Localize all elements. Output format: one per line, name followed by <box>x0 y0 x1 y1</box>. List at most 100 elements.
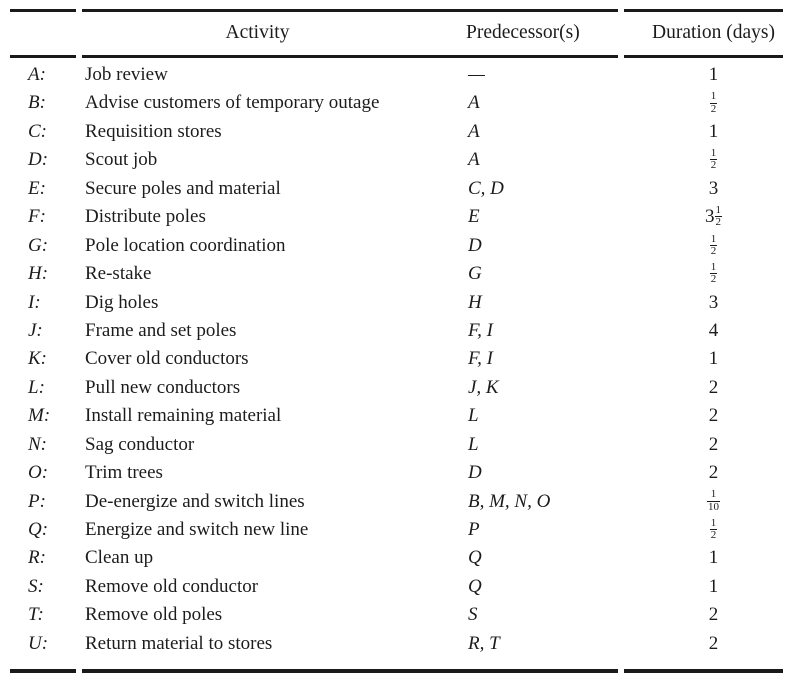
activity-id-cell: L: <box>28 376 45 398</box>
activity-id-cell: R: <box>28 547 46 569</box>
duration-cell: 2 <box>640 601 787 629</box>
duration-whole: 2 <box>708 462 719 484</box>
column-header-duration: Duration (days) <box>652 22 775 43</box>
predecessors-cell: S <box>468 604 478 626</box>
table-header-rule <box>10 55 783 58</box>
duration-cell: 3 <box>640 289 787 317</box>
duration-cell: 2 <box>640 374 787 402</box>
duration-whole: 1 <box>708 547 719 569</box>
activity-name-cell: Install remaining material <box>85 405 282 427</box>
activity-name-cell: Requisition stores <box>85 120 222 142</box>
activity-id-cell: E: <box>28 177 46 199</box>
activity-id-cell: N: <box>28 433 47 455</box>
table-row: F: Distribute poles E 3 1 2 <box>0 203 787 231</box>
table-row: I: Dig holes H 3 <box>0 289 787 317</box>
table-row: M: Install remaining material L 2 <box>0 402 787 430</box>
duration-whole: 1 <box>708 348 719 370</box>
activity-id-cell: C: <box>28 120 47 142</box>
activity-name-cell: Remove old conductor <box>85 575 259 597</box>
activity-name-cell: Trim trees <box>85 462 163 484</box>
predecessors-cell: D <box>468 462 482 484</box>
activity-name-cell: Frame and set poles <box>85 319 237 341</box>
predecessors-cell: — <box>468 64 485 85</box>
table-row: D: Scout job A 1 2 <box>0 146 787 174</box>
table-row: O: Trim trees D 2 <box>0 459 787 487</box>
table-row: L: Pull new conductors J, K 2 <box>0 374 787 402</box>
table-header-row: Activity Predecessor(s) Duration (days) <box>0 19 787 47</box>
activity-name-cell: Dig holes <box>85 291 159 313</box>
activity-id-cell: T: <box>28 604 44 626</box>
table-row: N: Sag conductor L 2 <box>0 431 787 459</box>
predecessors-cell: L <box>468 405 479 427</box>
duration-whole: 3 <box>708 291 719 313</box>
predecessors-cell: A <box>468 149 480 171</box>
table-row: C: Requisition stores A 1 <box>0 118 787 146</box>
predecessors-cell: L <box>468 433 479 455</box>
activity-id-cell: H: <box>28 263 49 285</box>
duration-cell: 1 <box>640 544 787 572</box>
duration-whole: 2 <box>708 604 719 626</box>
activity-name-cell: Re-stake <box>85 263 152 285</box>
activity-name-cell: Advise customers of temporary outage <box>85 92 380 114</box>
table-row: S: Remove old conductor Q 1 <box>0 573 787 601</box>
duration-whole: 2 <box>708 405 719 427</box>
duration-cell: 4 <box>640 317 787 345</box>
activity-id-cell: I: <box>28 291 41 313</box>
predecessors-cell: P <box>468 519 480 540</box>
activity-id-cell: Q: <box>28 519 49 540</box>
activity-id-cell: S: <box>28 575 44 597</box>
activity-name-cell: Remove old poles <box>85 604 223 626</box>
table-row: Q: Energize and switch new line P 1 2 <box>0 516 787 544</box>
activity-id-cell: K: <box>28 348 47 370</box>
predecessors-cell: C, D <box>468 177 504 199</box>
table-row: U: Return material to stores R, T 2 <box>0 630 787 658</box>
duration-fraction: 1 10 <box>707 488 720 513</box>
table-row: E: Secure poles and material C, D 3 <box>0 175 787 203</box>
table-row: P: De-energize and switch lines B, M, N, O… <box>0 488 787 516</box>
predecessors-cell: R, T <box>468 632 500 654</box>
predecessors-cell: H <box>468 291 482 313</box>
activity-name-cell: Sag conductor <box>85 433 195 455</box>
activity-name-cell: Cover old conductors <box>85 348 249 370</box>
predecessors-cell: Q <box>468 547 482 569</box>
predecessors-cell: F, I <box>468 319 493 341</box>
predecessors-cell: A <box>468 92 480 114</box>
duration-whole: 1 <box>708 120 719 142</box>
table-bottom-rule <box>10 669 783 673</box>
table-row: H: Re-stake G 1 2 <box>0 260 787 288</box>
duration-cell: 1 <box>640 118 787 146</box>
duration-cell: 2 <box>640 402 787 430</box>
duration-whole: 2 <box>708 632 719 654</box>
duration-whole: 2 <box>708 376 719 398</box>
predecessors-cell: Q <box>468 575 482 597</box>
table-row: R: Clean up Q 1 <box>0 544 787 572</box>
predecessors-cell: F, I <box>468 348 493 370</box>
activity-id-cell: B: <box>28 92 46 114</box>
activity-name-cell: Return material to stores <box>85 632 273 654</box>
column-header-activity: Activity <box>225 22 290 43</box>
table-body: A: Job review — 1 B: Advise customers of temp… <box>0 61 787 658</box>
table-row: J: Frame and set poles F, I 4 <box>0 317 787 345</box>
activity-name-cell: Distribute poles <box>85 206 206 228</box>
duration-whole: 1 <box>708 64 719 85</box>
duration-whole: 4 <box>708 319 719 341</box>
duration-cell: 2 <box>640 431 787 459</box>
column-header-predecessors: Predecessor(s) <box>466 22 580 43</box>
header-spacer <box>0 19 85 47</box>
table-row: T: Remove old poles S 2 <box>0 601 787 629</box>
table-top-rule <box>10 9 783 12</box>
table-row: A: Job review — 1 <box>0 61 787 89</box>
activity-id-cell: D: <box>28 149 49 171</box>
duration-cell: 1 <box>640 61 787 89</box>
